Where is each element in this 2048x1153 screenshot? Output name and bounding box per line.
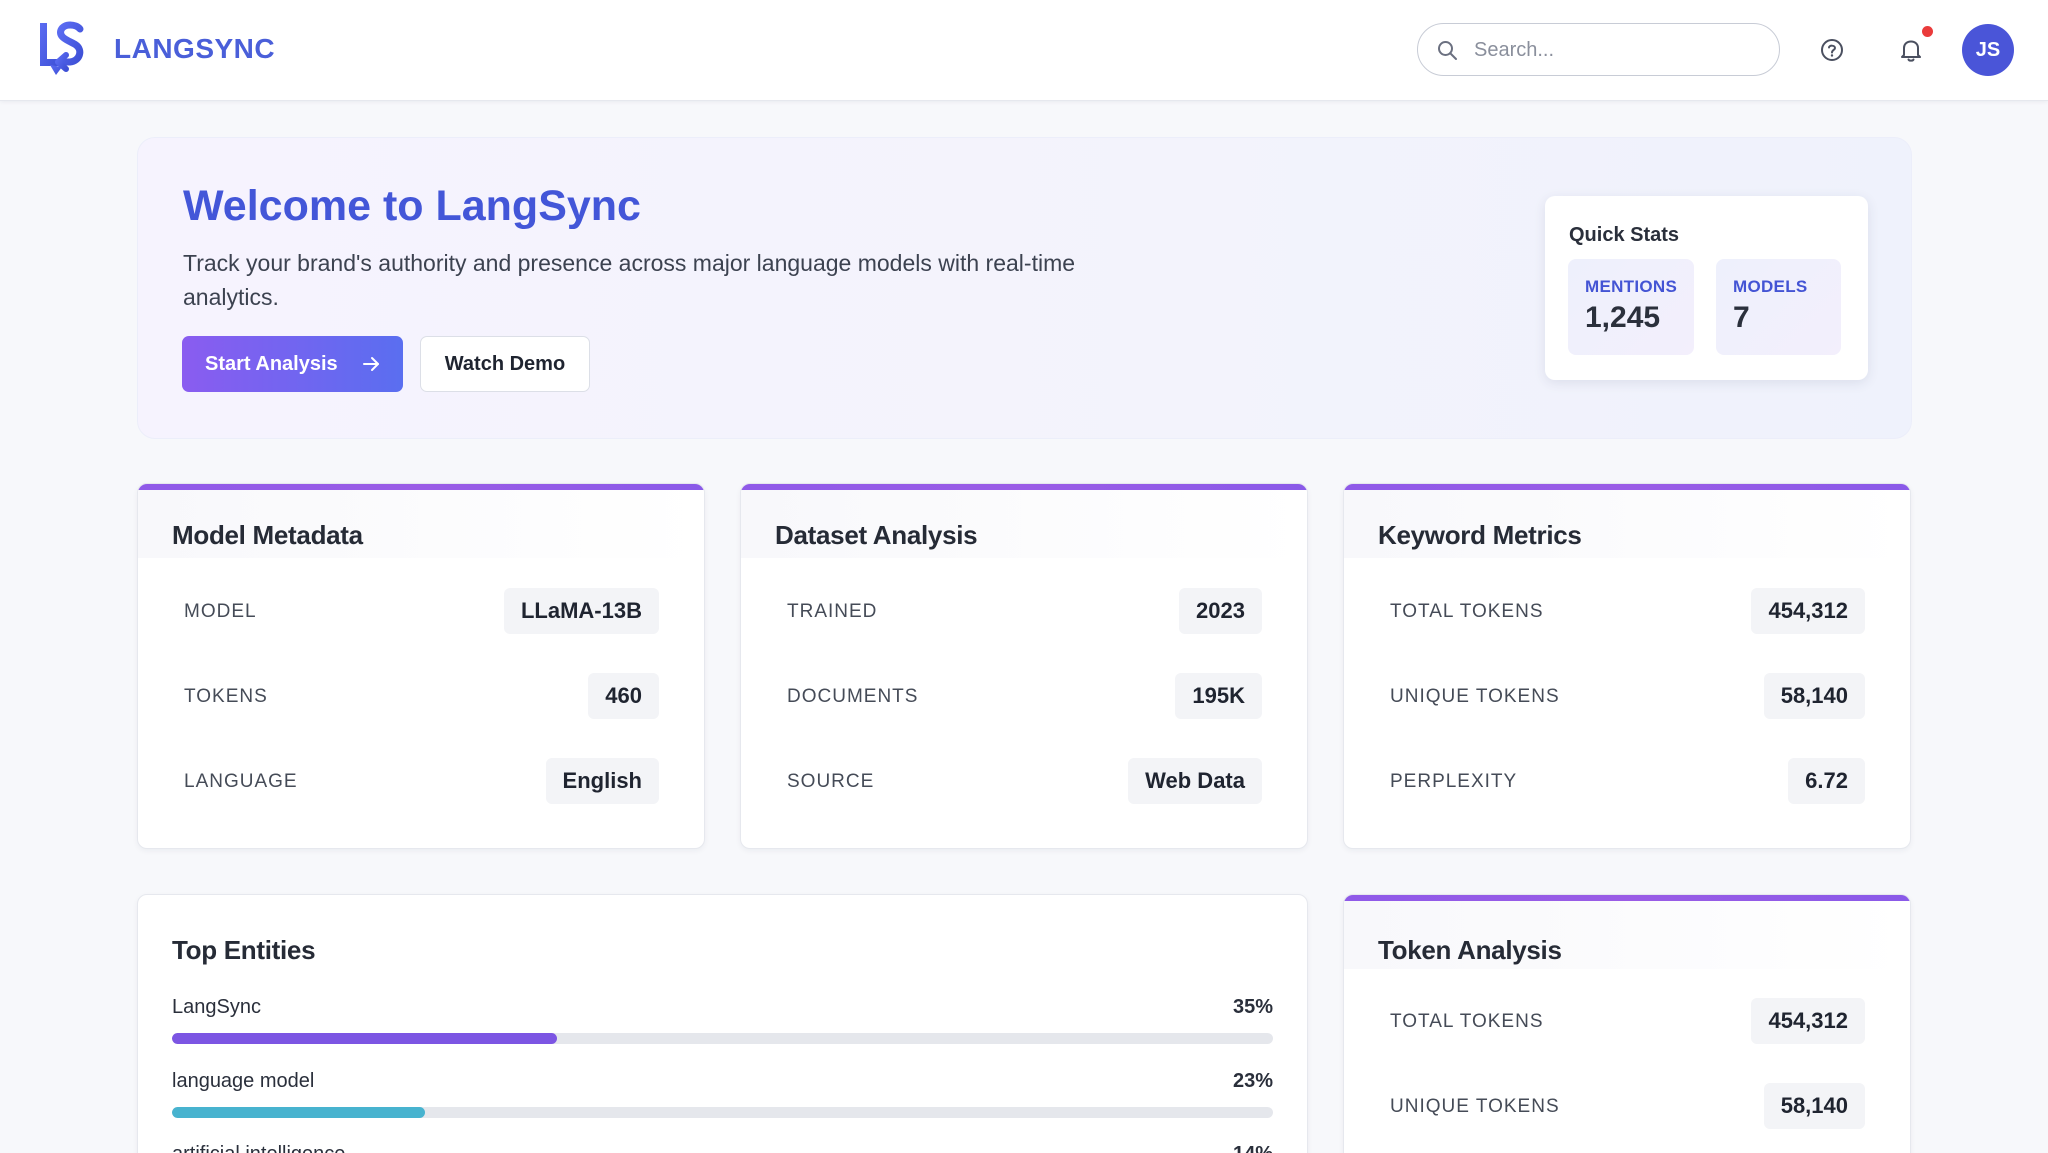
top-bar: LANGSYNC JS (0, 0, 2048, 101)
metadata-row: TOKENS 460 (138, 673, 704, 719)
card-header (741, 490, 1307, 558)
welcome-title: Welcome to LangSync (183, 182, 641, 230)
card-header (1344, 901, 1910, 969)
search-box[interactable] (1417, 23, 1780, 76)
start-analysis-button[interactable]: Start Analysis (182, 336, 403, 392)
row-value: 58,140 (1763, 673, 1865, 719)
row-label: TOTAL TOKENS (1390, 601, 1544, 622)
row-label: MODEL (184, 601, 257, 622)
entity-progress-fill (172, 1107, 426, 1118)
user-avatar[interactable]: JS (1962, 24, 2014, 76)
card-title: Keyword Metrics (1378, 520, 1582, 550)
row-label: TRAINED (787, 601, 878, 622)
row-value: 58,140 (1763, 1083, 1865, 1129)
dataset-analysis-card: Dataset Analysis TRAINED 2023 DOCUMENTS … (740, 483, 1308, 849)
row-value: 460 (588, 673, 659, 719)
row-label: LANGUAGE (184, 771, 298, 792)
card-title: Model Metadata (172, 520, 363, 550)
brand-name[interactable]: LANGSYNC (114, 33, 276, 64)
token-analysis-card: Token Analysis TOTAL TOKENS 454,312 UNIQ… (1343, 894, 1911, 1153)
notification-dot (1922, 26, 1933, 37)
entity-name: LangSync (172, 996, 261, 1018)
arrow-right-icon (363, 357, 379, 371)
start-analysis-label: Start Analysis (205, 352, 338, 375)
metadata-row: LANGUAGE English (138, 758, 704, 804)
card-title: Top Entities (172, 935, 316, 965)
token-row: TOTAL TOKENS 454,312 (1344, 998, 1910, 1044)
row-value: 2023 (1179, 588, 1262, 634)
row-value: 6.72 (1788, 758, 1865, 804)
welcome-banner: Welcome to LangSync Track your brand's a… (137, 137, 1912, 439)
card-header (1344, 490, 1910, 558)
models-stat: MODELS 7 (1716, 259, 1841, 355)
model-metadata-card: Model Metadata MODEL LLaMA-13B TOKENS 46… (137, 483, 705, 849)
stat-value: 7 (1733, 301, 1750, 334)
row-value: 454,312 (1751, 998, 1865, 1044)
quick-stats-title: Quick Stats (1569, 224, 1680, 246)
stat-value: 1,245 (1585, 301, 1661, 334)
entity-percent: 23% (1232, 1070, 1273, 1092)
row-value: LLaMA-13B (503, 588, 659, 634)
card-title: Token Analysis (1378, 935, 1562, 965)
row-label: TOKENS (184, 686, 268, 707)
metadata-row: MODEL LLaMA-13B (138, 588, 704, 634)
stat-label: MENTIONS (1585, 277, 1678, 296)
row-value: 454,312 (1751, 588, 1865, 634)
entity-name: language model (172, 1070, 315, 1092)
card-header (138, 490, 704, 558)
mentions-stat: MENTIONS 1,245 (1568, 259, 1694, 355)
top-entities-card: Top Entities LangSync 35% language model… (137, 894, 1308, 1153)
row-label: PERPLEXITY (1390, 771, 1518, 792)
card-title: Dataset Analysis (775, 520, 978, 550)
quick-stats-panel: Quick Stats MENTIONS 1,245 MODELS 7 (1545, 196, 1868, 380)
entity-progress-fill (172, 1033, 558, 1044)
search-icon (1438, 41, 1457, 60)
entity-progress-bar (172, 1033, 1273, 1044)
row-value: Web Data (1128, 758, 1262, 804)
keyword-row: UNIQUE TOKENS 58,140 (1344, 673, 1910, 719)
keyword-row: PERPLEXITY 6.72 (1344, 758, 1910, 804)
row-label: TOTAL TOKENS (1390, 1011, 1544, 1032)
row-label: UNIQUE TOKENS (1390, 1096, 1560, 1117)
bell-icon[interactable] (1896, 35, 1926, 65)
dataset-row: TRAINED 2023 (741, 588, 1307, 634)
token-row: UNIQUE TOKENS 58,140 (1344, 1083, 1910, 1129)
entity-progress-bar (172, 1107, 1273, 1118)
keyword-row: TOTAL TOKENS 454,312 (1344, 588, 1910, 634)
row-value: English (545, 758, 659, 804)
keyword-metrics-card: Keyword Metrics TOTAL TOKENS 454,312 UNI… (1343, 483, 1911, 849)
search-input[interactable] (1474, 34, 1764, 66)
row-label: SOURCE (787, 771, 875, 792)
entity-percent: 35% (1232, 996, 1273, 1018)
row-label: UNIQUE TOKENS (1390, 686, 1560, 707)
entity-percent: 14% (1233, 1143, 1273, 1153)
stat-label: MODELS (1733, 277, 1808, 296)
welcome-description: Track your brand's authority and presenc… (183, 250, 1076, 310)
help-icon[interactable] (1817, 35, 1847, 65)
entity-name: artificial intelligence (172, 1143, 345, 1153)
dataset-row: SOURCE Web Data (741, 758, 1307, 804)
langsync-logo-icon[interactable] (36, 21, 90, 77)
row-label: DOCUMENTS (787, 686, 919, 707)
dataset-row: DOCUMENTS 195K (741, 673, 1307, 719)
row-value: 195K (1175, 673, 1262, 719)
watch-demo-button[interactable]: Watch Demo (420, 336, 590, 392)
